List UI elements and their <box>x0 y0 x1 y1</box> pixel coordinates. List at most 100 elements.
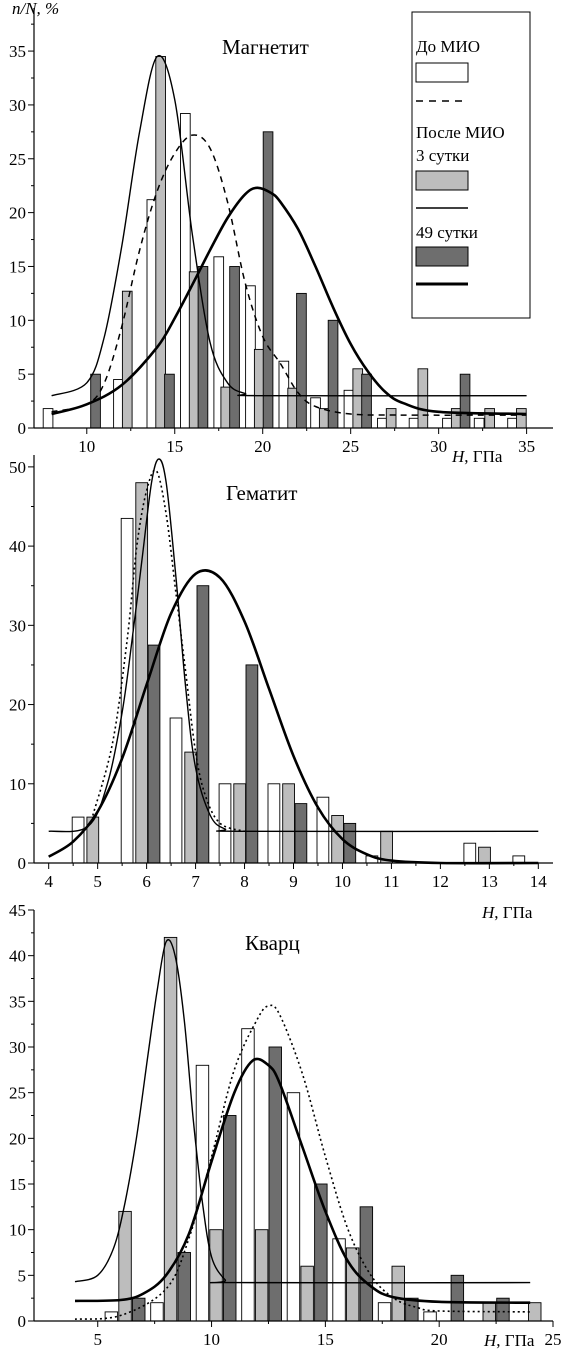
hematite-y-tick-label: 40 <box>9 537 26 556</box>
quartz-bar-before <box>423 1311 437 1322</box>
quartz-bar-day3 <box>528 1302 542 1322</box>
quartz-y-tick-label: 30 <box>9 1038 26 1057</box>
legend-before-swatch <box>415 62 469 83</box>
magnetite-bar-day49 <box>164 373 175 429</box>
quartz-y-tick-label: 0 <box>18 1312 27 1331</box>
hematite-bar-before <box>169 717 183 864</box>
hematite-bar-day49 <box>245 664 259 864</box>
magnetite-bar-day49 <box>296 292 307 429</box>
magnetite-bar-before <box>377 417 388 429</box>
legend-frame <box>411 11 531 319</box>
legend: До МИО После МИО 3 сутки 49 сутки <box>411 11 531 319</box>
legend-day3-label: 3 сутки <box>416 146 469 165</box>
quartz-curve-thin <box>74 939 531 1284</box>
quartz-y-tick-label: 10 <box>9 1221 26 1240</box>
magnetite-bar-before <box>442 417 453 429</box>
magnetite-bar-day3 <box>253 348 265 429</box>
hematite-curve-thin <box>48 458 539 833</box>
hematite-x-tick-label: 8 <box>240 872 249 891</box>
quartz-x-axis-title: H, ГПа <box>483 1331 535 1350</box>
hematite-x-tick-label: 13 <box>481 872 498 891</box>
magnetite-bar-day49 <box>459 373 471 429</box>
legend-before-label: До МИО <box>416 37 480 56</box>
hematite-x-tick-label: 4 <box>44 872 53 891</box>
hematite-x-tick-label: 10 <box>334 872 351 891</box>
hematite-bar-day49 <box>294 803 308 864</box>
quartz-bar-day3 <box>345 1247 360 1322</box>
magnetite-bar-before <box>180 113 191 429</box>
magnetite-bar-before <box>42 408 54 429</box>
quartz-x-tick-label: 5 <box>93 1330 102 1349</box>
magnetite-x-tick-label: 30 <box>430 437 447 456</box>
magnetite-x-tick-label: 15 <box>166 437 183 456</box>
panel-title-magnetite: Магнетит <box>222 35 309 59</box>
quartz-x-tick-label: 20 <box>431 1330 448 1349</box>
hematite-bar-before <box>267 783 281 864</box>
legend-day3-swatch <box>415 170 469 191</box>
hematite-bar-day3 <box>478 846 491 864</box>
magnetite-bar-day3 <box>121 290 133 429</box>
quartz-bar-day3 <box>300 1265 314 1322</box>
hematite-bar-before <box>463 842 477 864</box>
legend-day49-swatch <box>415 246 469 267</box>
quartz-bar-day49 <box>177 1252 191 1322</box>
hematite-x-tick-label: 12 <box>432 872 449 891</box>
hematite-bar-day3 <box>135 482 149 864</box>
hematite-y-tick-label: 0 <box>18 854 27 873</box>
legend-after-label: После МИО <box>416 123 505 142</box>
quartz-bar-before <box>286 1092 301 1322</box>
magnetite-bar-before <box>507 417 518 429</box>
hematite-curve-dotted <box>92 469 245 833</box>
magnetite-bar-day3 <box>287 387 298 429</box>
magnetite-bar-day3 <box>516 408 527 429</box>
hematite-bar-day3 <box>233 783 247 864</box>
hematite-x-axis-title: H, ГПа <box>481 903 533 922</box>
magnetite-bar-before <box>310 397 321 429</box>
hematite-bar-day3 <box>184 751 198 864</box>
magnetite-bar-day3 <box>220 386 232 429</box>
magnetite-bar-day3 <box>318 408 330 429</box>
hematite-x-tick-label: 14 <box>530 872 548 891</box>
magnetite-y-tick-label: 20 <box>9 204 26 223</box>
magnetite-x-tick-label: 20 <box>254 437 271 456</box>
hematite-x-tick-label: 9 <box>289 872 298 891</box>
magnetite-bar-day49 <box>262 131 274 429</box>
hematite-bar-day3 <box>282 783 295 864</box>
magnetite-y-tick-label: 15 <box>9 257 26 276</box>
quartz-y-tick-label: 20 <box>9 1129 26 1148</box>
magnetite-curve-dashed <box>51 134 527 416</box>
magnetite-bar-day3 <box>188 271 200 429</box>
magnetite-curve-thin <box>51 54 527 397</box>
magnetite-bar-day3 <box>484 408 495 429</box>
hematite-bar-before <box>120 517 134 864</box>
panel-quartz: 0 5 10 15 20 25 30 35 40 45 5 10 15 20 25 H, ГПа <box>9 901 562 1350</box>
magnetite-bar-day3 <box>417 368 429 429</box>
quartz-bar-day49 <box>223 1115 237 1322</box>
quartz-bar-day49 <box>314 1183 328 1322</box>
magnetite-bar-day3 <box>352 368 364 429</box>
quartz-y-tick-label: 40 <box>9 947 26 966</box>
quartz-bar-day3 <box>391 1265 405 1322</box>
hematite-x-tick-label: 5 <box>93 872 102 891</box>
magnetite-bar-before <box>146 199 158 429</box>
hematite-y-tick-label: 20 <box>9 696 26 715</box>
quartz-y-tick-label: 45 <box>9 901 26 920</box>
magnetite-bar-day3 <box>155 56 166 429</box>
magnetite-y-tick-label: 35 <box>9 42 26 61</box>
quartz-bar-before <box>377 1302 392 1322</box>
magnetite-bar-day49 <box>361 373 372 429</box>
hematite-x-tick-label: 7 <box>191 872 200 891</box>
magnetite-bar-before <box>278 360 290 429</box>
quartz-x-tick-label: 10 <box>203 1330 220 1349</box>
hematite-curve-thick <box>48 569 539 865</box>
quartz-x-tick-label: 15 <box>317 1330 334 1349</box>
magnetite-y-tick-label: 5 <box>18 365 27 384</box>
quartz-y-tick-label: 5 <box>18 1266 27 1285</box>
quartz-bar-before <box>150 1302 164 1322</box>
quartz-y-tick-label: 35 <box>9 992 26 1011</box>
magnetite-bar-before <box>245 285 256 429</box>
panel-magnetite: 0 5 10 15 20 25 30 35 10 15 20 25 30 35 <box>9 8 553 456</box>
svg-text:H, ГПа: H, ГПа <box>451 447 503 466</box>
magnetite-bar-before <box>408 417 420 429</box>
